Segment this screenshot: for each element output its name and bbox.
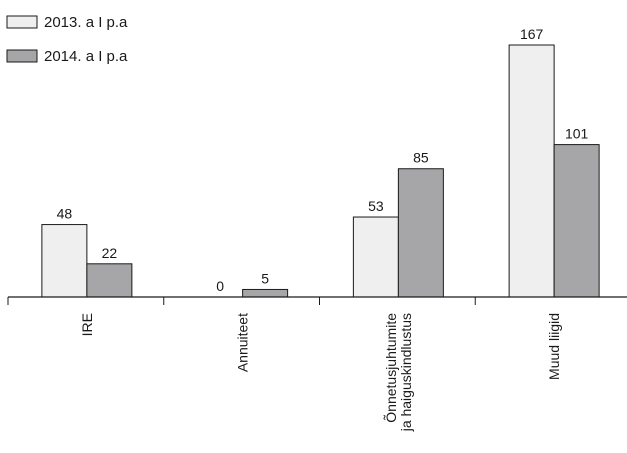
x-axis: IRE Annuiteet Õnnetusjuhtumite ja haiguskin…: [7, 296, 627, 433]
value-label-1-1: 48: [57, 206, 73, 222]
value-label-2-1: 22: [102, 245, 118, 261]
data-labels: 48 22 0 5 53 85 167 101: [57, 26, 589, 294]
legend-label-1: 2013. a I p.a: [44, 14, 128, 31]
category-label-line: ja haiguskindlustus: [398, 313, 414, 432]
bar-1-3: [352, 216, 399, 298]
category-label-1: IRE: [79, 313, 95, 336]
value-label-1-2: 0: [216, 278, 224, 294]
value-label-1-4: 167: [520, 26, 544, 42]
category-label-2: Annuiteet: [235, 313, 251, 372]
bar-2-4: [553, 144, 600, 298]
bars: [41, 44, 600, 298]
category-label-3: Õnnetusjuhtumite ja haiguskindlustus: [383, 313, 414, 433]
legend-swatch-2: [6, 49, 38, 63]
legend-label-2: 2014. a I p.a: [44, 48, 128, 65]
legend: 2013. a I p.a 2014. a I p.a: [6, 14, 128, 65]
value-label-2-3: 85: [413, 150, 429, 166]
legend-swatch-1: [6, 15, 38, 29]
bar-2-2: [242, 288, 289, 298]
category-label-4: Muud liigid: [546, 313, 562, 380]
category-label-line: Muud liigid: [546, 313, 562, 380]
value-label-1-3: 53: [368, 198, 384, 214]
value-label-2-4: 101: [565, 126, 589, 142]
bar-1-4: [508, 44, 555, 298]
bar-1-1: [41, 224, 88, 298]
category-label-line: Annuiteet: [235, 313, 251, 372]
category-label-line: Õnnetusjuhtumite: [383, 313, 399, 423]
bar-2-1: [86, 263, 133, 298]
category-label-line: IRE: [79, 313, 95, 336]
bar-2-3: [397, 168, 444, 298]
value-label-2-2: 5: [261, 270, 269, 286]
